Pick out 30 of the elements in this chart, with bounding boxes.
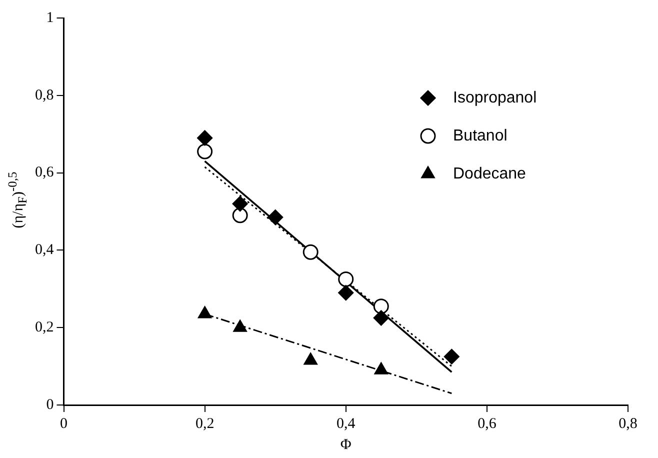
y-tick-label: 0,8	[35, 87, 54, 104]
x-tick-label: 0	[60, 416, 68, 432]
x-tick-label: 0,2	[195, 416, 214, 432]
point	[268, 210, 284, 226]
y-tick-label: 0,4	[35, 242, 54, 258]
point	[198, 306, 212, 318]
point	[373, 298, 389, 314]
x-tick-label: 0,6	[478, 416, 497, 432]
point	[444, 348, 460, 364]
x-tick-label: 0,8	[618, 416, 638, 432]
legend-label: Butanol	[453, 127, 508, 144]
point	[373, 310, 389, 326]
point	[197, 130, 213, 146]
y-tick-label: 1	[46, 10, 54, 26]
point	[338, 271, 354, 287]
point	[233, 320, 247, 332]
point	[338, 285, 354, 301]
legend-label: Isopropanol	[453, 89, 537, 106]
y-tick-label: 0,6	[35, 164, 54, 181]
point	[304, 352, 318, 365]
point	[374, 362, 388, 374]
point	[302, 244, 318, 260]
point	[232, 208, 248, 224]
point	[197, 144, 213, 160]
y-tick-label: 0	[46, 396, 54, 413]
legend-label: Dodecane	[453, 165, 526, 182]
x-tick-label: 0,4	[336, 416, 356, 432]
y-tick-label: 0,2	[35, 320, 54, 336]
x-axis-title: Φ	[340, 436, 352, 453]
point	[232, 196, 248, 212]
